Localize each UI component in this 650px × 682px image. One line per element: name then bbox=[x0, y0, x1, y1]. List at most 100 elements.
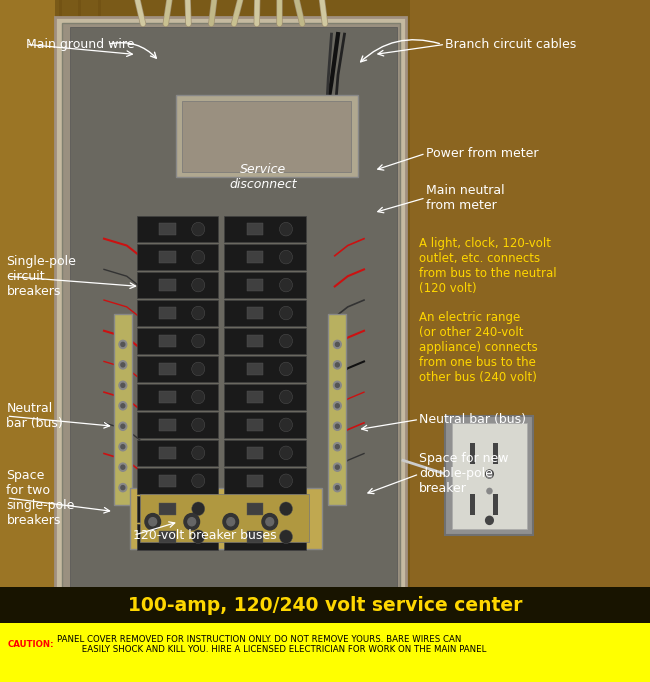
Circle shape bbox=[335, 342, 339, 346]
Bar bbox=[98, 0, 101, 624]
Bar bbox=[247, 223, 263, 235]
Bar bbox=[224, 412, 306, 438]
Circle shape bbox=[119, 484, 127, 492]
Bar bbox=[247, 251, 263, 263]
Circle shape bbox=[280, 530, 292, 544]
Bar bbox=[224, 468, 306, 494]
Circle shape bbox=[280, 446, 292, 460]
Text: Space for new
double-pole
breaker: Space for new double-pole breaker bbox=[419, 452, 509, 496]
Bar bbox=[0, 0, 55, 624]
Bar bbox=[328, 314, 346, 505]
Text: CAUTION:: CAUTION: bbox=[8, 640, 55, 649]
Bar bbox=[130, 488, 322, 549]
Bar bbox=[224, 440, 306, 466]
Circle shape bbox=[121, 424, 125, 428]
Circle shape bbox=[192, 530, 205, 544]
Bar bbox=[224, 384, 306, 410]
Text: Branch circuit cables: Branch circuit cables bbox=[445, 38, 577, 51]
Circle shape bbox=[223, 514, 239, 530]
Circle shape bbox=[121, 363, 125, 367]
Bar bbox=[136, 300, 218, 326]
Bar bbox=[247, 391, 263, 403]
Circle shape bbox=[121, 383, 125, 387]
Circle shape bbox=[227, 518, 235, 526]
Bar bbox=[247, 279, 263, 291]
Circle shape bbox=[119, 443, 127, 451]
Text: Main ground wire: Main ground wire bbox=[26, 38, 135, 51]
Bar bbox=[224, 300, 306, 326]
Bar bbox=[159, 503, 176, 515]
Bar bbox=[247, 503, 263, 515]
Bar bbox=[159, 531, 176, 543]
Circle shape bbox=[333, 402, 341, 410]
Bar bbox=[159, 279, 176, 291]
Bar bbox=[224, 356, 306, 382]
Text: Space
for two
single-pole
breakers: Space for two single-pole breakers bbox=[6, 469, 75, 527]
Text: An electric range
(or other 240-volt
appliance) connects
from one bus to the
oth: An electric range (or other 240-volt app… bbox=[419, 311, 538, 385]
Circle shape bbox=[333, 381, 341, 389]
Text: PANEL COVER REMOVED FOR INSTRUCTION ONLY. DO NOT REMOVE YOURS. BARE WIRES CAN
  : PANEL COVER REMOVED FOR INSTRUCTION ONLY… bbox=[57, 635, 487, 654]
Bar bbox=[136, 384, 218, 410]
Bar bbox=[55, 17, 406, 617]
Bar bbox=[140, 494, 309, 542]
Bar bbox=[159, 475, 176, 487]
Circle shape bbox=[192, 222, 205, 236]
Bar bbox=[470, 443, 475, 464]
Text: Power from meter: Power from meter bbox=[426, 147, 538, 160]
Circle shape bbox=[262, 514, 278, 530]
Bar bbox=[78, 0, 81, 624]
Bar bbox=[70, 27, 396, 607]
Circle shape bbox=[335, 404, 339, 408]
Text: 120-volt breaker buses: 120-volt breaker buses bbox=[133, 529, 277, 542]
Circle shape bbox=[485, 516, 494, 525]
Bar bbox=[247, 335, 263, 347]
Circle shape bbox=[119, 340, 127, 349]
Bar bbox=[224, 496, 306, 522]
Circle shape bbox=[192, 390, 205, 404]
Circle shape bbox=[121, 445, 125, 449]
Circle shape bbox=[333, 443, 341, 451]
Bar bbox=[410, 0, 650, 624]
Text: 100-amp, 120/240 volt service center: 100-amp, 120/240 volt service center bbox=[128, 596, 522, 615]
Bar bbox=[247, 363, 263, 375]
Bar bbox=[247, 419, 263, 431]
Circle shape bbox=[280, 306, 292, 320]
Circle shape bbox=[333, 361, 341, 369]
Text: Main neutral
from meter: Main neutral from meter bbox=[426, 183, 504, 212]
Text: Service
disconnect: Service disconnect bbox=[229, 163, 297, 192]
Circle shape bbox=[280, 278, 292, 292]
Text: Neutral
bar (bus): Neutral bar (bus) bbox=[6, 402, 63, 430]
Circle shape bbox=[333, 340, 341, 349]
Circle shape bbox=[280, 502, 292, 516]
Bar bbox=[136, 524, 218, 550]
Bar bbox=[224, 524, 306, 550]
Bar bbox=[136, 496, 218, 522]
Circle shape bbox=[335, 363, 339, 367]
Text: A light, clock, 120-volt
outlet, etc. connects
from bus to the neutral
(120 volt: A light, clock, 120-volt outlet, etc. co… bbox=[419, 237, 557, 295]
Bar bbox=[159, 251, 176, 263]
Circle shape bbox=[145, 514, 161, 530]
Circle shape bbox=[121, 486, 125, 490]
Circle shape bbox=[280, 362, 292, 376]
Circle shape bbox=[119, 422, 127, 430]
Circle shape bbox=[280, 390, 292, 404]
Bar bbox=[136, 216, 218, 242]
Circle shape bbox=[192, 306, 205, 320]
Bar bbox=[159, 307, 176, 319]
Circle shape bbox=[280, 418, 292, 432]
Bar bbox=[247, 447, 263, 459]
Bar bbox=[114, 314, 132, 505]
Circle shape bbox=[335, 445, 339, 449]
Circle shape bbox=[280, 334, 292, 348]
Bar bbox=[159, 419, 176, 431]
Bar bbox=[136, 440, 218, 466]
Bar bbox=[136, 272, 218, 298]
Circle shape bbox=[119, 381, 127, 389]
Circle shape bbox=[335, 465, 339, 469]
Circle shape bbox=[192, 474, 205, 488]
Circle shape bbox=[192, 446, 205, 460]
Circle shape bbox=[119, 402, 127, 410]
Text: Neutral bar (bus): Neutral bar (bus) bbox=[419, 413, 526, 426]
Circle shape bbox=[192, 250, 205, 264]
Bar bbox=[247, 531, 263, 543]
